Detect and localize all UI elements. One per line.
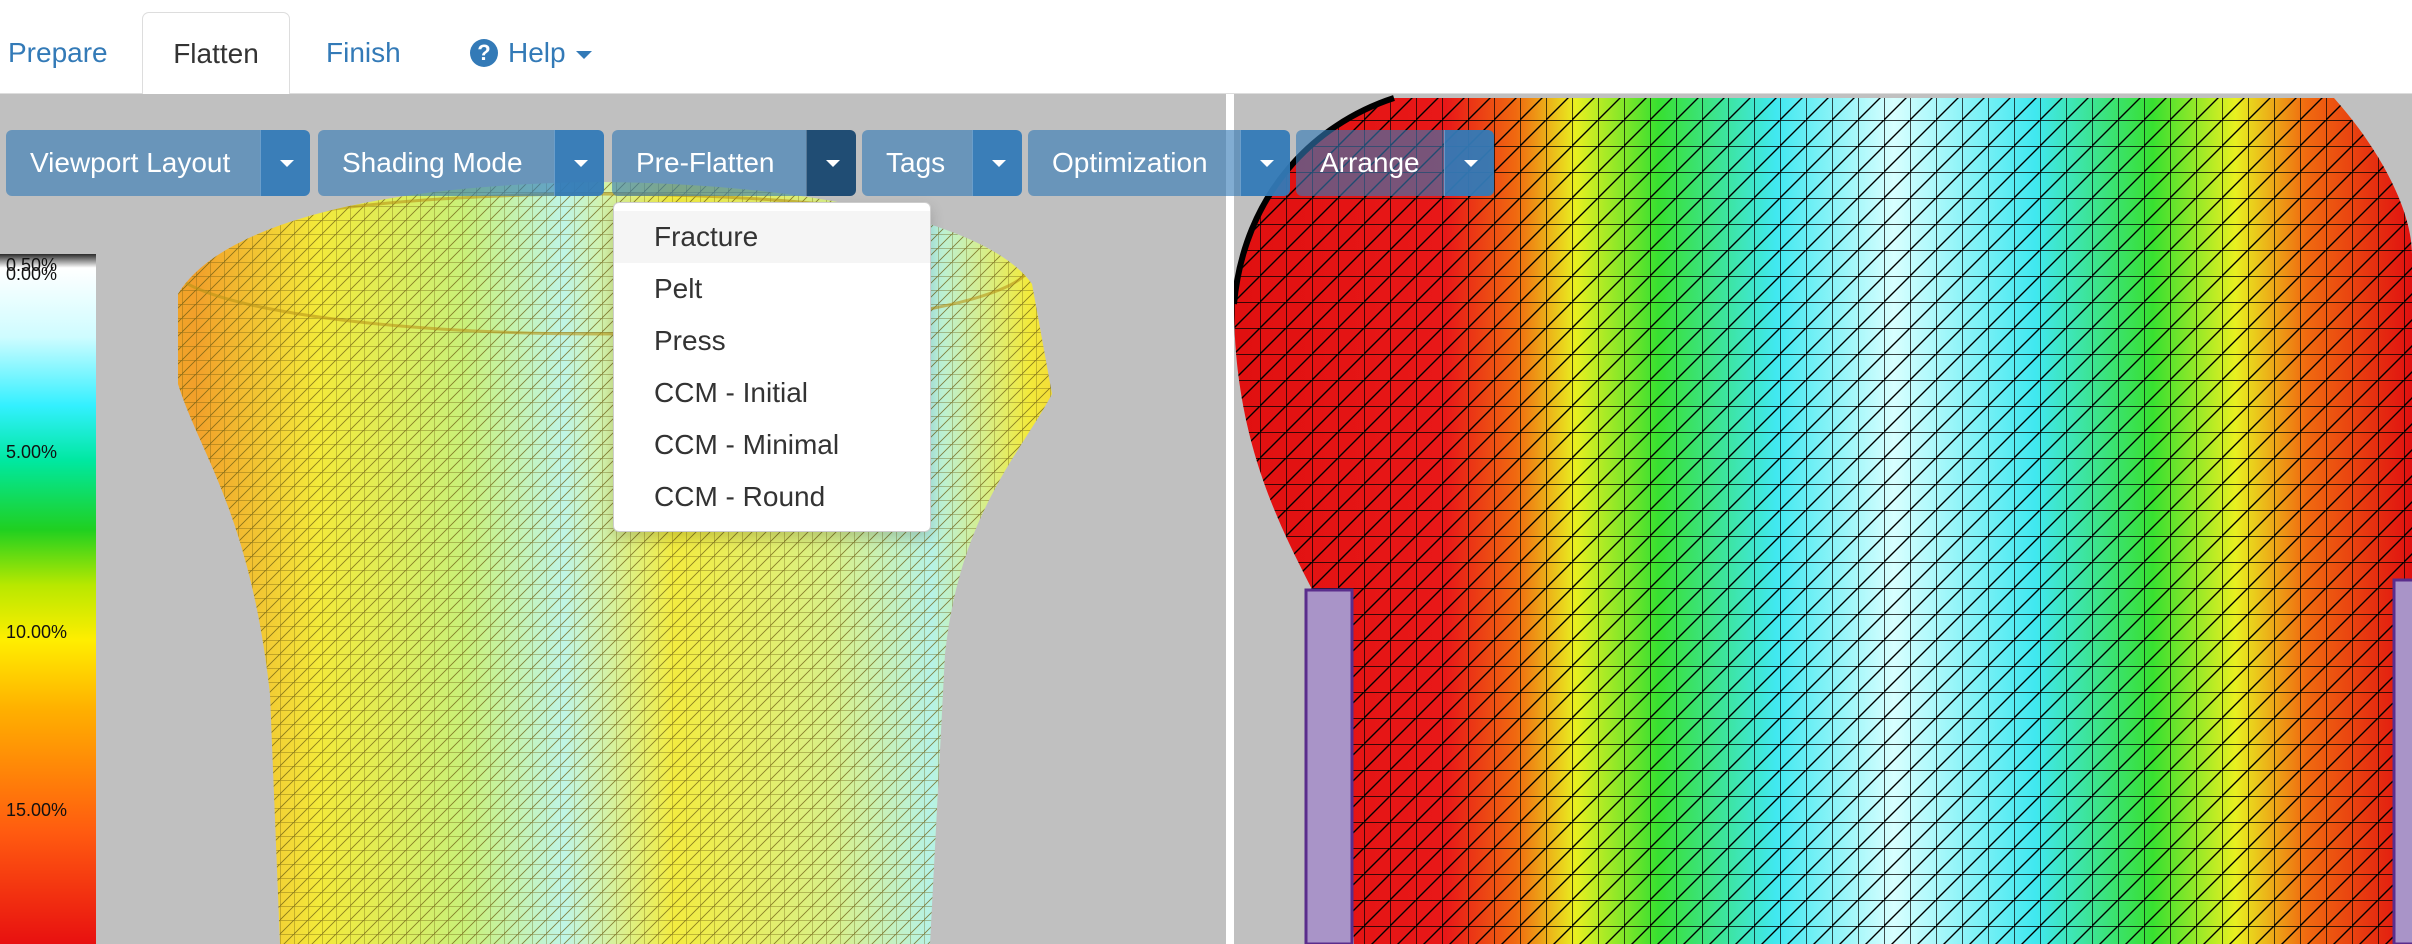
arrange-button[interactable]: Arrange — [1296, 130, 1444, 196]
mesh-2d-view[interactable] — [1234, 94, 2412, 944]
tags-caret[interactable] — [972, 130, 1022, 196]
menu-item-ccm-minimal[interactable]: CCM - Minimal — [654, 429, 840, 460]
shading-mode-caret[interactable] — [554, 130, 604, 196]
shading-mode-group: Shading Mode — [318, 130, 604, 196]
question-circle-icon: ? — [470, 38, 498, 67]
tags-group: Tags — [862, 130, 1022, 196]
arrange-group: Arrange — [1296, 130, 1494, 196]
caret-down-icon — [1260, 160, 1274, 167]
legend-label-10: 10.00% — [6, 622, 68, 642]
pre-flatten-button[interactable]: Pre-Flatten — [612, 130, 806, 196]
strain-color-legend — [0, 254, 96, 944]
caret-down-icon — [826, 160, 840, 167]
tab-help-label: Help — [508, 37, 566, 68]
tags-button[interactable]: Tags — [862, 130, 972, 196]
chevron-down-icon — [575, 50, 592, 59]
legend-label-0: 0.00% — [6, 264, 58, 284]
optimization-caret[interactable] — [1240, 130, 1290, 196]
seam-patch-right[interactable] — [2392, 578, 2412, 944]
shading-mode-button[interactable]: Shading Mode — [318, 130, 554, 196]
caret-down-icon — [1464, 160, 1478, 167]
legend-label-5: 5.00% — [6, 442, 58, 462]
caret-down-icon — [280, 160, 294, 167]
menu-item-pelt[interactable]: Pelt — [654, 273, 703, 304]
menu-item-press[interactable]: Press — [654, 325, 726, 356]
viewport-2d[interactable] — [1234, 94, 2412, 944]
seam-patch-left[interactable] — [1304, 588, 1354, 944]
menu-item-fracture[interactable]: Fracture — [614, 211, 930, 263]
tab-help[interactable]: ? Help — [462, 12, 600, 93]
arrange-caret[interactable] — [1444, 130, 1494, 196]
caret-down-icon — [574, 160, 588, 167]
legend-label-15: 15.00% — [6, 800, 68, 820]
tab-finish[interactable]: Finish — [326, 37, 401, 68]
viewport-layout-button[interactable]: Viewport Layout — [6, 130, 260, 196]
viewport-layout-caret[interactable] — [260, 130, 310, 196]
tab-flatten[interactable]: Flatten — [142, 12, 290, 95]
pre-flatten-dropdown-menu: Fracture Pelt Press CCM - Initial CCM - … — [613, 202, 931, 532]
tab-prepare[interactable]: Prepare — [8, 37, 108, 68]
optimization-button[interactable]: Optimization — [1028, 130, 1240, 196]
pre-flatten-caret[interactable] — [806, 130, 856, 196]
viewport-layout-group: Viewport Layout — [6, 130, 310, 196]
caret-down-icon — [992, 160, 1006, 167]
menu-item-ccm-initial[interactable]: CCM - Initial — [654, 377, 809, 408]
legend-label-0-50: 0.50% — [6, 255, 58, 275]
pre-flatten-group: Pre-Flatten — [612, 130, 856, 196]
menu-item-ccm-round[interactable]: CCM - Round — [654, 481, 826, 512]
optimization-group: Optimization — [1028, 130, 1290, 196]
viewport-divider[interactable] — [1226, 94, 1234, 944]
top-nav: Prepare Flatten Finish ? Help — [0, 0, 2412, 95]
